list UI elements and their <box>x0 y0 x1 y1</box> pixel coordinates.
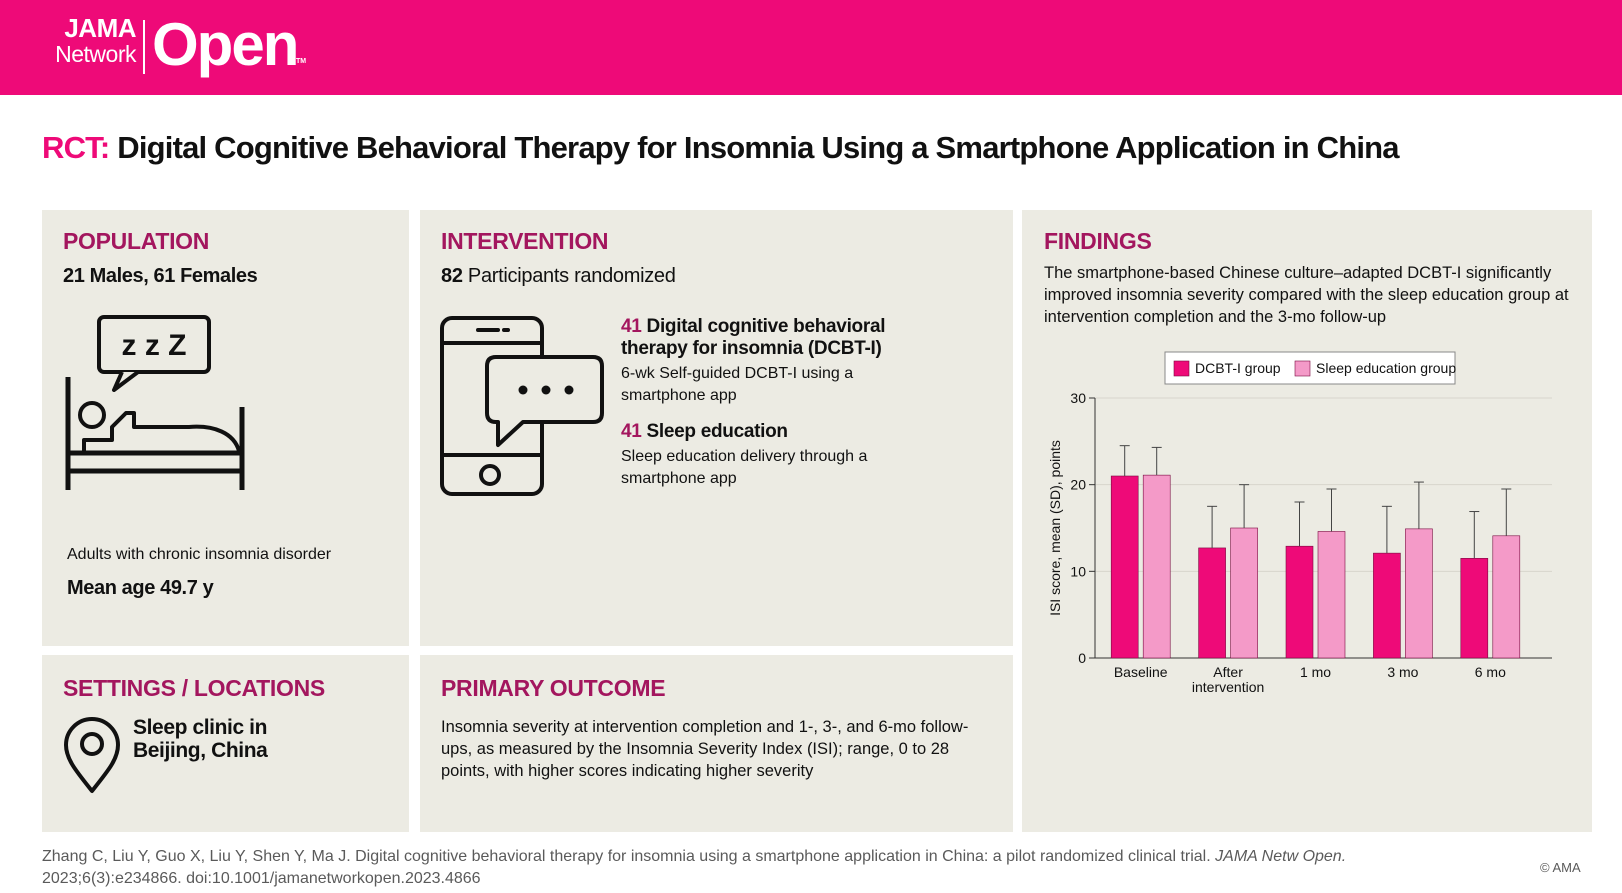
legend-label: DCBT-I group <box>1195 360 1281 376</box>
bar-sleep-ed-3 <box>1405 528 1433 659</box>
citation: Zhang C, Liu Y, Guo X, Liu Y, Shen Y, Ma… <box>42 846 1346 890</box>
logo-network: Network <box>55 41 136 67</box>
logo-jama: JAMA <box>64 13 136 43</box>
header-bar: JAMA Network Open TM <box>0 0 1622 95</box>
citation-text: Zhang C, Liu Y, Guo X, Liu Y, Shen Y, Ma… <box>42 848 1211 865</box>
bar-sleep-ed-1 <box>1230 527 1258 659</box>
y-tick-label: 30 <box>1070 390 1086 406</box>
bar-dcbt-4 <box>1460 558 1489 659</box>
population-description: Adults with chronic insomnia disorder <box>67 546 332 563</box>
bar-dcbt-1 <box>1198 547 1226 659</box>
smartphone-chat-icon <box>440 316 604 496</box>
logo-open: Open <box>152 11 299 78</box>
arm2-count: 41 <box>621 421 642 442</box>
arm1-title-block: 41 Digital cognitive behavioral therapy … <box>621 316 921 360</box>
arm1-description: 6-wk Self-guided DCBT-I using a smartpho… <box>621 365 854 404</box>
intervention-panel: INTERVENTION 82 Participants randomized … <box>420 210 1013 646</box>
isi-bar-chart: 0 10 20 30 ISI score, mean (SD), points Basel… <box>1047 351 1552 695</box>
location-pin-icon <box>64 717 120 793</box>
page-title: RCT: Digital Cognitive Behavioral Therap… <box>42 130 1400 166</box>
copyright: © AMA <box>1540 860 1581 875</box>
arm1-title: Digital cognitive behavioral therapy for… <box>621 316 886 359</box>
citation-line1: Zhang C, Liu Y, Guo X, Liu Y, Shen Y, Ma… <box>42 846 1346 868</box>
randomized-count: 82 <box>441 265 463 287</box>
zzz-text: z z Z <box>122 329 187 362</box>
bar-sleep-ed-0 <box>1142 474 1171 659</box>
arm2-title-block: 41 Sleep education <box>621 421 921 443</box>
population-mean-age: Mean age 49.7 y <box>67 577 214 599</box>
x-tick-label: intervention <box>1192 679 1264 695</box>
findings-text: The smartphone-based Chinese culture–ada… <box>1044 264 1569 326</box>
bed-sleep-icon: z z Z <box>65 315 245 490</box>
x-tick-label: After <box>1213 664 1243 680</box>
primary-outcome-panel: PRIMARY OUTCOME Insomnia severity at int… <box>420 655 1013 832</box>
bar-dcbt-2 <box>1285 545 1314 659</box>
speech-bubble <box>97 315 211 374</box>
citation-line2: 2023;6(3):e234866. doi:10.1001/jamanetwo… <box>42 870 481 887</box>
title-text: Digital Cognitive Behavioral Therapy for… <box>117 130 1399 165</box>
bar-sleep-ed-2 <box>1317 531 1346 659</box>
x-tick-label: 6 mo <box>1475 664 1506 680</box>
citation-journal: JAMA Netw Open. <box>1215 848 1347 865</box>
arm1-count: 41 <box>621 316 642 337</box>
y-tick-label: 0 <box>1078 650 1086 666</box>
arm2-title: Sleep education <box>646 421 789 442</box>
y-tick-label: 20 <box>1070 477 1086 493</box>
findings-heading: FINDINGS <box>1044 228 1152 254</box>
legend-swatch <box>1173 360 1190 377</box>
logo-trademark: TM <box>296 58 307 65</box>
population-sex-line: 21 Males, 61 Females <box>63 265 258 287</box>
x-tick-label: Baseline <box>1114 664 1168 680</box>
legend-label: Sleep education group <box>1316 360 1456 376</box>
logo-divider <box>143 20 145 74</box>
arm2-description: Sleep education delivery through a smart… <box>621 448 868 487</box>
settings-heading: SETTINGS / LOCATIONS <box>63 675 325 701</box>
findings-panel: FINDINGS The smartphone-based Chinese cu… <box>1022 210 1592 832</box>
y-tick-label: 10 <box>1070 563 1086 579</box>
y-axis-label: ISI score, mean (SD), points <box>1047 440 1063 616</box>
x-tick-label: 3 mo <box>1387 664 1418 680</box>
randomized-label: Participants randomized <box>467 265 676 287</box>
bar-dcbt-3 <box>1373 552 1401 659</box>
intervention-randomized: 82 Participants randomized <box>441 265 676 287</box>
population-panel: POPULATION 21 Males, 61 Females z z Z Ad… <box>42 210 409 646</box>
intervention-heading: INTERVENTION <box>441 228 609 254</box>
primary-outcome-heading: PRIMARY OUTCOME <box>441 675 666 701</box>
bar-dcbt-0 <box>1110 475 1139 659</box>
title-prefix: RCT: <box>42 130 110 165</box>
bar-sleep-ed-4 <box>1492 535 1521 659</box>
speech-bubble-tail <box>112 370 140 392</box>
location-line1: Sleep clinic in <box>133 716 268 739</box>
legend-swatch <box>1294 360 1311 377</box>
population-heading: POPULATION <box>63 228 210 254</box>
location-line2: Beijing, China <box>133 739 268 762</box>
primary-outcome-text: Insomnia severity at intervention comple… <box>441 718 969 780</box>
x-tick-label: 1 mo <box>1300 664 1331 680</box>
settings-panel: SETTINGS / LOCATIONS Sleep clinic in Bei… <box>42 655 409 832</box>
